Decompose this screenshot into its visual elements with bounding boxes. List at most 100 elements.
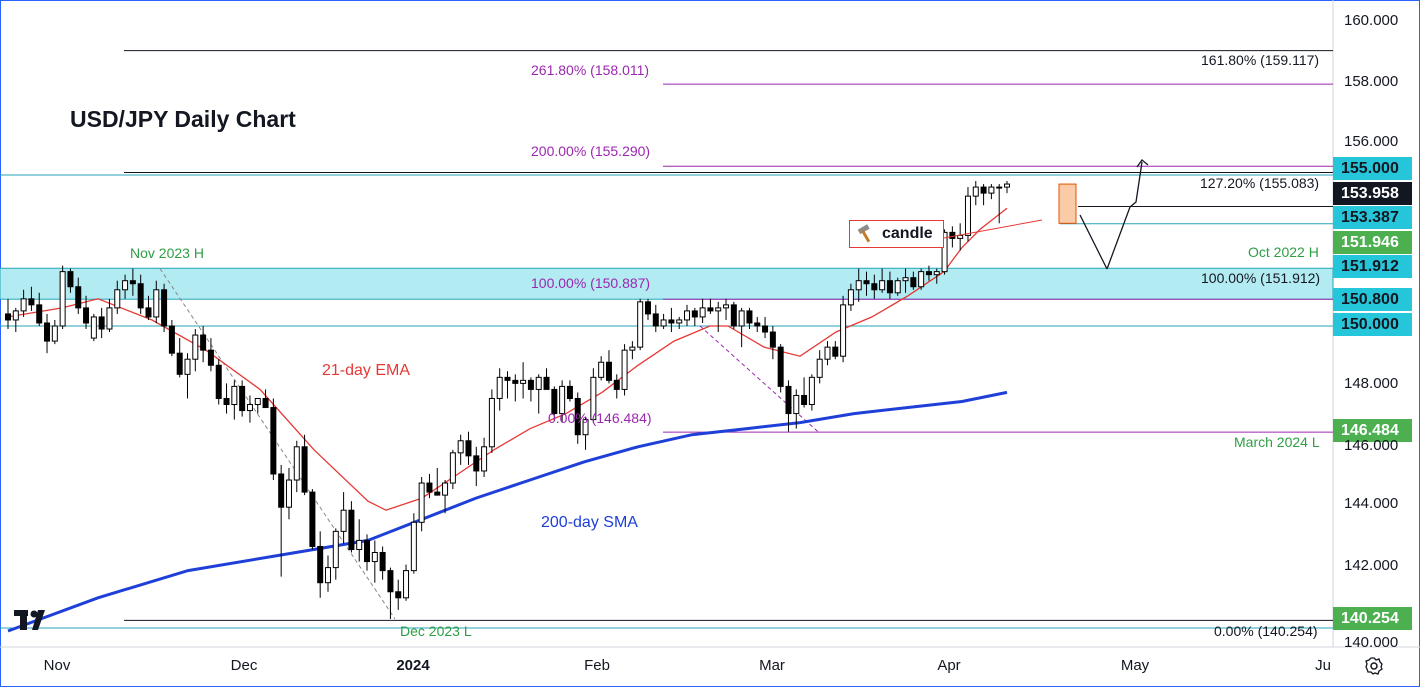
candle-body bbox=[949, 231, 956, 239]
candle-body bbox=[137, 283, 144, 309]
candle-body bbox=[465, 440, 472, 457]
price-tag-140254: 140.254 bbox=[1333, 607, 1412, 630]
candle-body bbox=[449, 452, 456, 484]
candle-body bbox=[941, 231, 948, 273]
sma-label: 200-day SMA bbox=[541, 514, 638, 531]
candle-body bbox=[535, 376, 542, 390]
candle-body bbox=[754, 322, 761, 327]
candle-body bbox=[925, 271, 932, 276]
candle-body bbox=[644, 301, 651, 315]
candle-body bbox=[231, 385, 238, 406]
candle-body bbox=[20, 298, 27, 312]
candle-body bbox=[67, 271, 74, 288]
candle-body bbox=[129, 280, 136, 285]
candle-body bbox=[145, 307, 152, 318]
candle-body bbox=[684, 310, 691, 321]
candle-body bbox=[699, 307, 706, 318]
candle-body bbox=[83, 307, 90, 324]
oct-high-label: Oct 2022 H bbox=[1248, 244, 1319, 260]
candle-body bbox=[746, 310, 753, 324]
candle-body bbox=[473, 455, 480, 472]
candle-body bbox=[605, 361, 612, 381]
x-tick-jun: Ju bbox=[1315, 657, 1331, 674]
fib-127-label: 127.20% (155.083) bbox=[1200, 175, 1320, 191]
candle-body bbox=[933, 271, 940, 276]
fib-0-mid-label: 0.00% (146.484) bbox=[548, 410, 652, 426]
candle-body bbox=[239, 385, 246, 412]
candle-body bbox=[90, 316, 97, 339]
candle-body bbox=[285, 479, 292, 508]
candle-body bbox=[730, 304, 737, 327]
candle-body bbox=[5, 313, 11, 321]
fib-100-left-label: 100.00% (150.887) bbox=[531, 275, 651, 291]
candle-body bbox=[520, 379, 527, 384]
ema-label: 21-day EMA bbox=[322, 362, 411, 379]
candle-body bbox=[332, 530, 339, 569]
projection-path-start bbox=[1079, 214, 1108, 270]
price-tag-146484: 146.484 bbox=[1333, 419, 1412, 442]
price-tag-151912: 151.912 bbox=[1333, 255, 1412, 278]
price-tag-current: 153.958 bbox=[1333, 182, 1412, 205]
fib-100-right-label: 100.00% (151.912) bbox=[1201, 270, 1321, 286]
candle-body bbox=[980, 186, 987, 194]
candle-body bbox=[691, 310, 698, 318]
price-tag-153387: 153.387 bbox=[1333, 206, 1412, 229]
settings-gear-icon[interactable] bbox=[1364, 656, 1384, 676]
candle-body bbox=[59, 271, 66, 327]
candle-body bbox=[348, 509, 355, 550]
y-tick-158: 158.000 bbox=[1344, 73, 1399, 90]
x-tick-feb: Feb bbox=[584, 657, 610, 674]
candle-body bbox=[184, 358, 191, 375]
candle-body bbox=[660, 319, 667, 327]
projection-path bbox=[1106, 161, 1143, 270]
candle-body bbox=[769, 331, 776, 348]
x-tick-dec: Dec bbox=[230, 657, 258, 674]
fib-161-label: 161.80% (159.117) bbox=[1201, 52, 1320, 68]
candle-body bbox=[566, 385, 573, 399]
candle-body bbox=[28, 298, 35, 306]
candle-body bbox=[777, 346, 784, 387]
candle-body bbox=[879, 280, 886, 291]
candle-body bbox=[442, 482, 449, 496]
hammer-candle-note: candle bbox=[849, 220, 944, 248]
candle-body bbox=[309, 491, 316, 547]
price-tag-151946: 151.946 bbox=[1333, 231, 1412, 254]
x-tick-2024: 2024 bbox=[396, 657, 430, 674]
projection-arrowhead bbox=[1136, 159, 1149, 168]
price-tag-155000: 155.000 bbox=[1333, 157, 1412, 180]
x-tick-apr: Apr bbox=[937, 657, 961, 674]
candle-body bbox=[527, 379, 534, 390]
ema-21-line bbox=[7, 207, 1008, 511]
candle-body bbox=[629, 346, 636, 351]
candle-body bbox=[114, 289, 121, 309]
candle-body bbox=[832, 346, 839, 357]
fib-leg-dec-line bbox=[159, 268, 396, 620]
march-low-label: March 2024 L bbox=[1234, 434, 1320, 450]
candle-body bbox=[207, 349, 214, 366]
candle-body bbox=[98, 316, 105, 330]
candle-body bbox=[551, 388, 558, 415]
candle-body bbox=[161, 289, 168, 327]
candle-body bbox=[918, 271, 925, 288]
candle-body bbox=[293, 446, 300, 481]
y-tick-160: 160.000 bbox=[1344, 12, 1399, 29]
fib-261-label: 261.80% (158.011) bbox=[531, 62, 650, 78]
candle-body bbox=[894, 280, 901, 294]
candle-body bbox=[153, 289, 160, 318]
dec-low-label: Dec 2023 L bbox=[400, 623, 472, 639]
candle-body bbox=[387, 570, 394, 593]
y-tick-144: 144.000 bbox=[1344, 495, 1399, 512]
candle-body bbox=[223, 397, 230, 406]
candle-body bbox=[36, 304, 43, 324]
y-tick-148: 148.000 bbox=[1344, 375, 1399, 392]
sma-200-line bbox=[7, 390, 1008, 633]
candle-body bbox=[816, 358, 823, 378]
tradingview-logo bbox=[14, 606, 52, 637]
candle-body bbox=[824, 346, 831, 360]
candle-body bbox=[364, 539, 371, 563]
candle-note-label: candle bbox=[882, 225, 933, 242]
candle-body bbox=[403, 570, 410, 599]
candle-body bbox=[176, 352, 183, 375]
